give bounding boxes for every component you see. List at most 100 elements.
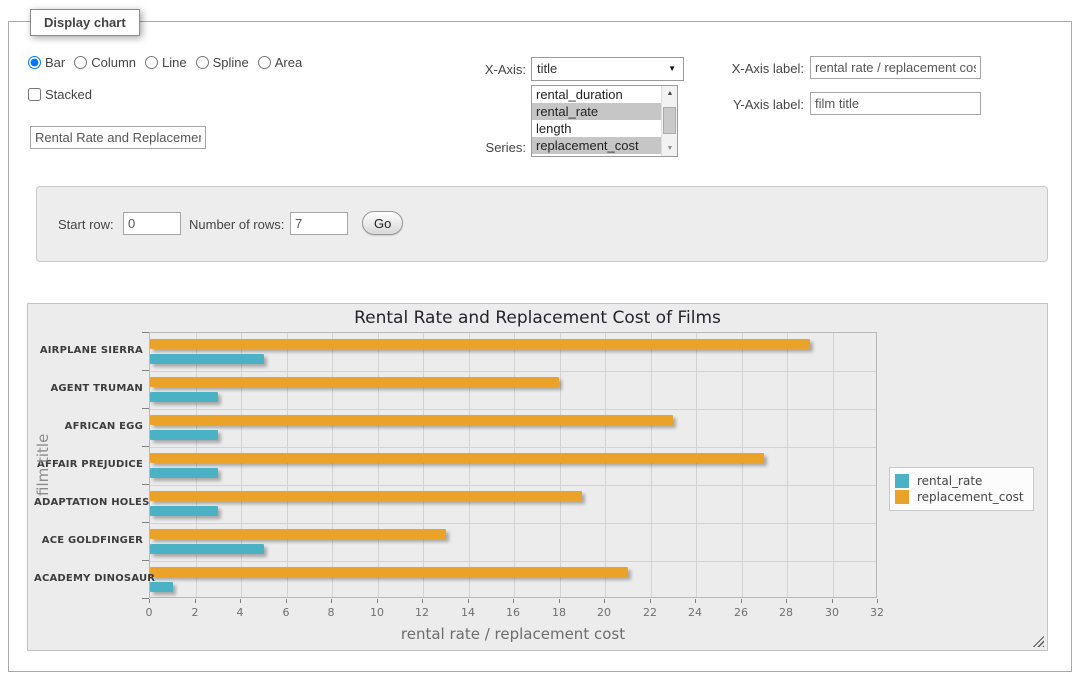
start-row-label: Start row: bbox=[58, 217, 114, 232]
x-axis-tick bbox=[604, 599, 605, 603]
chart-type-radio-spline[interactable] bbox=[196, 56, 209, 69]
series-option-rental_rate[interactable]: rental_rate bbox=[532, 103, 677, 120]
legend-swatch bbox=[895, 474, 909, 488]
x-axis-tick bbox=[877, 599, 878, 603]
chart-type-radio-column[interactable] bbox=[74, 56, 87, 69]
chart-type-radio-line[interactable] bbox=[145, 56, 158, 69]
chart-x-axis-title: rental rate / replacement cost bbox=[149, 625, 877, 643]
x-axis-tick-label: 6 bbox=[271, 606, 301, 619]
x-axis-tick-label: 32 bbox=[862, 606, 892, 619]
gridline-v bbox=[196, 333, 197, 597]
series-option-length[interactable]: length bbox=[532, 120, 677, 137]
x-axis-tick bbox=[468, 599, 469, 603]
chart-type-spline[interactable]: Spline bbox=[196, 55, 249, 70]
chart-title: Rental Rate and Replacement Cost of Film… bbox=[28, 308, 1047, 328]
series-option-replacement_cost[interactable]: replacement_cost bbox=[532, 137, 677, 154]
x-axis-tick-label: 20 bbox=[589, 606, 619, 619]
gridline-v bbox=[651, 333, 652, 597]
x-axis-tick-label: 28 bbox=[771, 606, 801, 619]
y-axis-tick bbox=[142, 446, 149, 447]
chart-type-label: Spline bbox=[213, 55, 249, 70]
gridline-v bbox=[696, 333, 697, 597]
x-axis-tick bbox=[422, 599, 423, 603]
x-axis-label-text: X-Axis: bbox=[446, 62, 526, 77]
rows-fieldset bbox=[36, 186, 1048, 262]
chart-container: Rental Rate and Replacement Cost of Film… bbox=[27, 303, 1048, 651]
x-axis-tick-label: 10 bbox=[362, 606, 392, 619]
x-axis-tick bbox=[695, 599, 696, 603]
chart-type-radio-bar[interactable] bbox=[28, 56, 41, 69]
gridline-h bbox=[150, 523, 876, 524]
y-axis-label-input[interactable] bbox=[810, 92, 981, 115]
bar-replacement_cost bbox=[150, 415, 673, 425]
gridline-v bbox=[287, 333, 288, 597]
scrollbar-thumb[interactable] bbox=[663, 107, 676, 134]
x-axis-tick-label: 2 bbox=[180, 606, 210, 619]
bar-rental_rate bbox=[150, 506, 218, 516]
gridline-h bbox=[150, 371, 876, 372]
go-button[interactable]: Go bbox=[362, 211, 403, 235]
legend-item-rental_rate: rental_rate bbox=[895, 474, 1024, 488]
legend-swatch bbox=[895, 490, 909, 504]
x-axis-tick bbox=[513, 599, 514, 603]
x-axis-tick bbox=[286, 599, 287, 603]
x-axis-label-field-label: X-Axis label: bbox=[716, 61, 804, 76]
x-axis-label-input[interactable] bbox=[810, 56, 981, 79]
series-scrollbar[interactable]: ▲ ▼ bbox=[661, 86, 677, 156]
x-axis-tick-label: 22 bbox=[635, 606, 665, 619]
bar-replacement_cost bbox=[150, 339, 810, 349]
resize-handle-icon[interactable] bbox=[1032, 635, 1044, 647]
series-option-rental_duration[interactable]: rental_duration bbox=[532, 86, 677, 103]
scroll-down-icon[interactable]: ▼ bbox=[662, 141, 678, 156]
y-axis-tick bbox=[142, 484, 149, 485]
stacked-option: Stacked bbox=[28, 87, 101, 102]
chart-legend: rental_rate replacement_cost bbox=[889, 467, 1034, 511]
gridline-h bbox=[150, 485, 876, 486]
gridline-v bbox=[560, 333, 561, 597]
stacked-label-wrap[interactable]: Stacked bbox=[28, 87, 92, 102]
gridline-v bbox=[605, 333, 606, 597]
chart-type-label: Bar bbox=[45, 55, 65, 70]
bar-rental_rate bbox=[150, 354, 264, 364]
stacked-checkbox[interactable] bbox=[28, 88, 41, 101]
y-axis-tick bbox=[142, 560, 149, 561]
x-axis-tick-label: 18 bbox=[544, 606, 574, 619]
chart-type-label: Line bbox=[162, 55, 187, 70]
legend-label: rental_rate bbox=[917, 474, 982, 488]
chevron-down-icon: ▼ bbox=[668, 58, 676, 80]
series-label-text: Series: bbox=[446, 140, 526, 155]
bar-replacement_cost bbox=[150, 453, 764, 463]
chart-title-input[interactable] bbox=[30, 126, 206, 149]
chart-type-line[interactable]: Line bbox=[145, 55, 187, 70]
gridline-v bbox=[423, 333, 424, 597]
gridline-v bbox=[241, 333, 242, 597]
fieldset-legend: Display chart bbox=[30, 9, 140, 36]
chart-type-bar[interactable]: Bar bbox=[28, 55, 65, 70]
bar-replacement_cost bbox=[150, 529, 446, 539]
x-axis-tick bbox=[741, 599, 742, 603]
series-multiselect[interactable]: rental_durationrental_ratelengthreplacem… bbox=[531, 85, 678, 157]
scroll-up-icon[interactable]: ▲ bbox=[662, 86, 678, 101]
x-axis-tick bbox=[377, 599, 378, 603]
chart-type-area[interactable]: Area bbox=[258, 55, 302, 70]
start-row-input[interactable] bbox=[123, 212, 181, 235]
bar-replacement_cost bbox=[150, 377, 559, 387]
chart-type-label: Area bbox=[275, 55, 302, 70]
x-axis-tick-label: 26 bbox=[726, 606, 756, 619]
legend-item-replacement_cost: replacement_cost bbox=[895, 490, 1024, 504]
gridline-v bbox=[742, 333, 743, 597]
bar-replacement_cost bbox=[150, 491, 582, 501]
x-axis-tick-label: 16 bbox=[498, 606, 528, 619]
number-of-rows-input[interactable] bbox=[290, 212, 348, 235]
chart-type-column[interactable]: Column bbox=[74, 55, 136, 70]
number-of-rows-label: Number of rows: bbox=[189, 217, 284, 232]
x-axis-tick bbox=[331, 599, 332, 603]
x-axis-tick bbox=[195, 599, 196, 603]
x-axis-tick-label: 8 bbox=[316, 606, 346, 619]
bar-rental_rate bbox=[150, 392, 218, 402]
y-axis-tick bbox=[142, 408, 149, 409]
chart-type-radio-area[interactable] bbox=[258, 56, 271, 69]
x-axis-tick-label: 4 bbox=[225, 606, 255, 619]
stacked-label: Stacked bbox=[45, 87, 92, 102]
x-axis-select[interactable]: title ▼ bbox=[531, 57, 684, 81]
